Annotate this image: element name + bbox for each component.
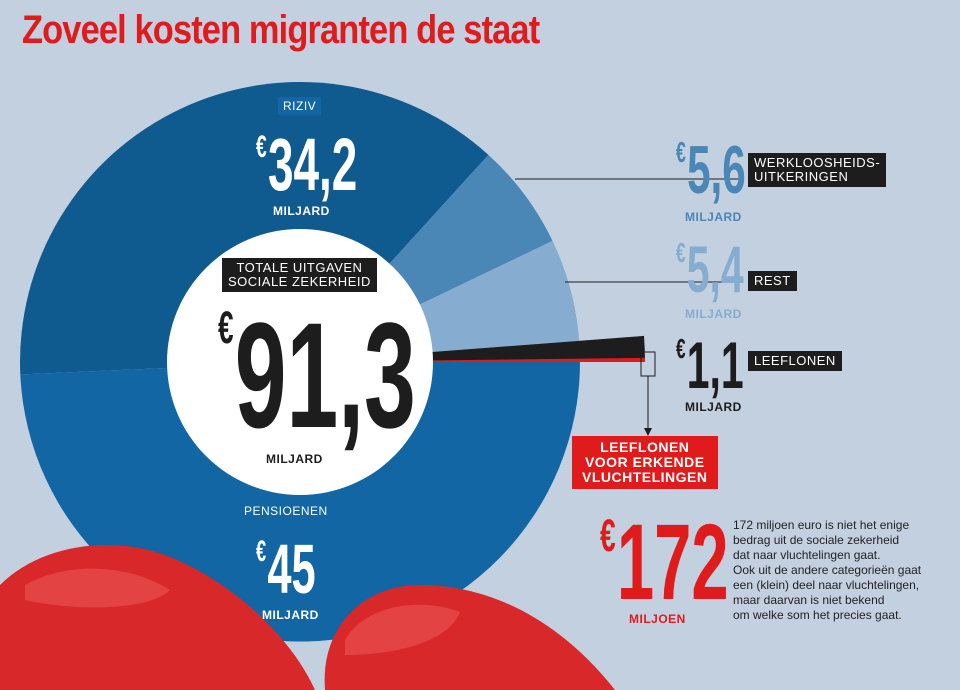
rest-unit: MILJARD xyxy=(685,307,742,321)
leeflonen-value-text: 1,1 xyxy=(686,328,744,402)
leeflonen-value: €1,1 xyxy=(676,332,744,398)
werkloosheid-label: WERKLOOSHEIDS- UITKERINGEN xyxy=(748,153,887,187)
riziv-currency: € xyxy=(256,129,267,165)
note-line: bedrag uit de sociale zekerheid xyxy=(733,533,900,547)
werkloosheid-label-line2: UITKERINGEN xyxy=(754,169,849,184)
note-line: Ook uit de andere categorieën gaat xyxy=(733,563,922,577)
note-line: maar daarvan is niet bekend xyxy=(733,593,885,607)
note-line: een (klein) deel naar vluchtelingen, xyxy=(733,578,920,592)
center-caption-line1: TOTALE UITGAVEN xyxy=(236,260,363,275)
leeflonen-unit: MILJARD xyxy=(685,400,742,414)
center-caption-line2: SOCIALE ZEKERHEID xyxy=(228,274,371,289)
leeflonen-currency: € xyxy=(676,332,686,364)
highlight-label-line3: VLUCHTELINGEN xyxy=(582,469,708,485)
riziv-unit: MILJARD xyxy=(273,204,330,218)
highlight-value: €172 xyxy=(600,508,729,616)
riziv-value: €34,2 xyxy=(256,128,357,202)
finger-left-nail xyxy=(25,568,170,608)
highlight-label: LEEFLONEN VOOR ERKENDE VLUCHTELINGEN xyxy=(572,436,718,489)
rest-label: REST xyxy=(748,271,797,291)
riziv-value-text: 34,2 xyxy=(267,123,358,206)
leader-highlight-arrow xyxy=(644,428,652,436)
highlight-value-text: 172 xyxy=(616,501,729,622)
werkloosheid-unit: MILJARD xyxy=(685,210,742,224)
rest-currency: € xyxy=(676,236,686,268)
center-circle xyxy=(167,229,433,495)
werkloosheid-value: €5,6 xyxy=(676,136,746,204)
page-title: Zoveel kosten migranten de staat xyxy=(22,8,540,52)
highlight-label-line2: VOOR ERKENDE xyxy=(584,454,705,470)
pensioenen-value: €45 xyxy=(256,534,316,604)
center-value-text: 91,3 xyxy=(234,291,416,459)
explanation-note: 172 miljoen euro is niet het enige bedra… xyxy=(733,518,948,623)
center-value: €91,3 xyxy=(218,300,416,450)
slice-riziv xyxy=(20,82,489,375)
leeflonen-label: LEEFLONEN xyxy=(748,351,842,371)
rest-value-text: 5,4 xyxy=(686,232,744,306)
note-line: dat naar vluchtelingen gaat. xyxy=(733,548,881,562)
pensioenen-unit: MILJARD xyxy=(262,608,319,622)
werkloosheid-currency: € xyxy=(676,136,686,169)
highlight-currency: € xyxy=(600,509,616,561)
pensioenen-currency: € xyxy=(256,534,267,568)
highlight-label-line1: LEEFLONEN xyxy=(600,439,690,455)
finger-overlay xyxy=(0,545,615,690)
finger-right-nail xyxy=(345,604,460,655)
center-caption: TOTALE UITGAVEN SOCIALE ZEKERHEID xyxy=(222,258,377,292)
pensioenen-value-text: 45 xyxy=(267,530,316,608)
werkloosheid-label-line1: WERKLOOSHEIDS- xyxy=(754,155,881,170)
note-line: 172 miljoen euro is niet het enige xyxy=(733,518,910,532)
center-unit: MILJARD xyxy=(266,452,323,466)
riziv-label: RIZIV xyxy=(278,97,322,115)
rest-value: €5,4 xyxy=(676,236,744,302)
werkloosheid-value-text: 5,6 xyxy=(687,132,746,208)
pensioenen-label: PENSIOENEN xyxy=(239,502,333,520)
center-currency: € xyxy=(218,301,234,353)
highlight-unit: MILJOEN xyxy=(629,612,686,626)
note-line: om welke som het precies gaat. xyxy=(733,608,902,622)
